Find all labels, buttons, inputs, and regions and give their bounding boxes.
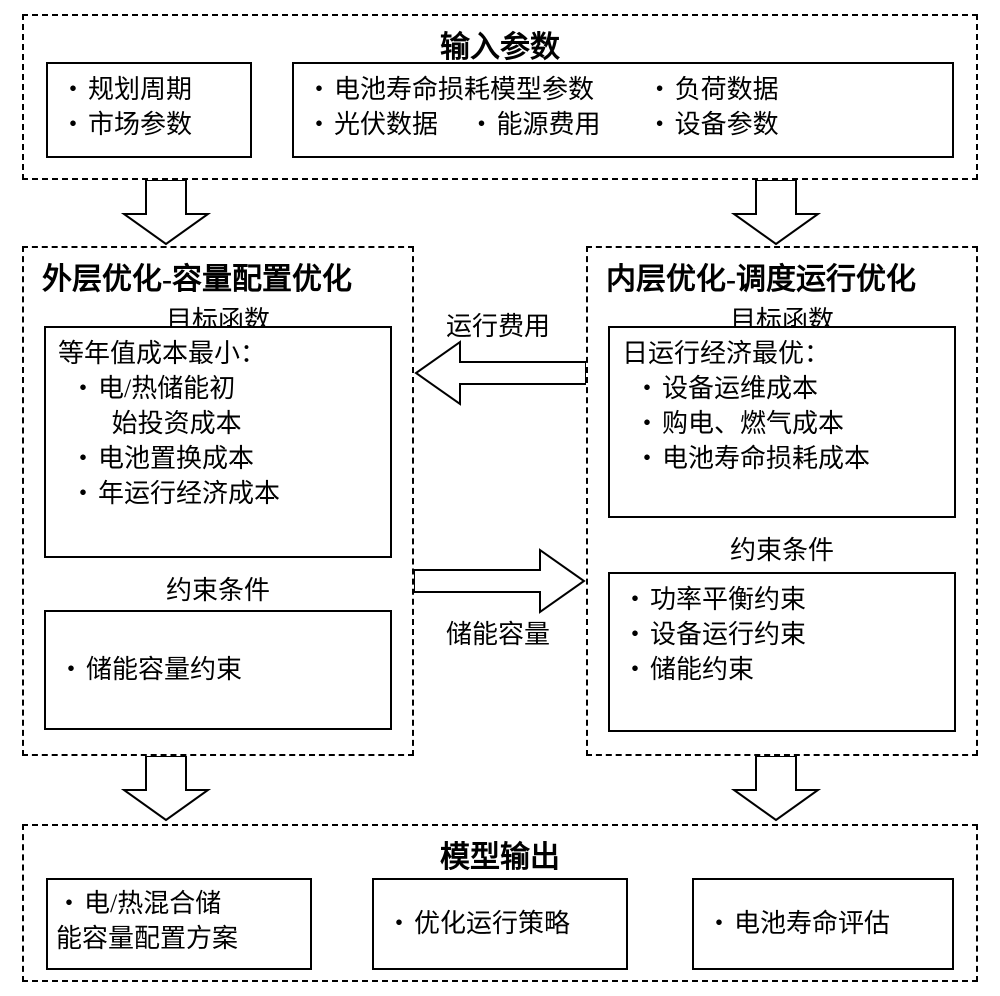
arrow-right-icon — [414, 548, 586, 614]
input-item: 光伏数据 — [306, 107, 438, 142]
input-item: 能源费用 — [469, 107, 601, 142]
output-box-1: 电/热混合储能容量配置方案 — [46, 878, 312, 970]
input-title: 输入参数 — [24, 22, 976, 66]
outer-box2-item: 储能容量约束 — [58, 652, 242, 687]
outer-box-2: 储能容量约束 — [44, 610, 392, 730]
inner-title: 内层优化-调度运行优化 — [588, 254, 976, 298]
outer-box1-item: 电池置换成本 — [70, 441, 378, 476]
inner-box2-item: 储能约束 — [622, 652, 942, 687]
outer-title: 外层优化-容量配置优化 — [24, 254, 412, 298]
input-box-1: 规划周期 市场参数 — [46, 62, 252, 158]
arrow-right-label: 储能容量 — [438, 614, 558, 651]
outer-box1-item: 电/热储能初始投资成本 — [70, 371, 378, 441]
outer-box-1: 等年值成本最小： 电/热储能初始投资成本 电池置换成本 年运行经济成本 — [44, 326, 392, 558]
diagram-canvas: 输入参数 规划周期 市场参数 电池寿命损耗模型参数 光伏数据 能源费用 负荷数据… — [0, 0, 1000, 996]
input-item: 电池寿命损耗模型参数 — [306, 72, 601, 107]
arrow-left-icon — [414, 340, 586, 406]
input-box-2: 电池寿命损耗模型参数 光伏数据 能源费用 负荷数据 设备参数 — [292, 62, 954, 158]
output-item: 电池寿命评估 — [706, 906, 890, 941]
outer-box1-header: 等年值成本最小： — [58, 336, 378, 371]
inner-box1-header: 日运行经济最优： — [622, 336, 942, 371]
outer-subtitle-2: 约束条件 — [22, 570, 414, 607]
arrow-down-icon — [118, 180, 214, 246]
outer-box1-item: 年运行经济成本 — [70, 476, 378, 511]
arrow-left-label: 运行费用 — [438, 306, 558, 343]
input-item: 设备参数 — [647, 107, 779, 142]
inner-subtitle-2: 约束条件 — [586, 530, 978, 567]
output-item: 电/热混合储能容量配置方案 — [56, 886, 302, 956]
arrow-down-icon — [728, 756, 824, 822]
inner-box2-item: 功率平衡约束 — [622, 582, 942, 617]
output-box-2: 优化运行策略 — [372, 878, 628, 970]
inner-box-2: 功率平衡约束 设备运行约束 储能约束 — [608, 572, 956, 732]
output-item: 优化运行策略 — [386, 906, 570, 941]
inner-box1-item: 购电、燃气成本 — [634, 406, 942, 441]
inner-box1-item: 设备运维成本 — [634, 371, 942, 406]
output-box-3: 电池寿命评估 — [692, 878, 954, 970]
inner-box1-item: 电池寿命损耗成本 — [634, 441, 942, 476]
input-item: 市场参数 — [60, 107, 238, 142]
input-item: 负荷数据 — [647, 72, 779, 107]
arrow-down-icon — [728, 180, 824, 246]
arrow-down-icon — [118, 756, 214, 822]
inner-box-1: 日运行经济最优： 设备运维成本 购电、燃气成本 电池寿命损耗成本 — [608, 326, 956, 518]
inner-box2-item: 设备运行约束 — [622, 617, 942, 652]
input-item: 规划周期 — [60, 72, 238, 107]
output-title: 模型输出 — [24, 832, 976, 876]
